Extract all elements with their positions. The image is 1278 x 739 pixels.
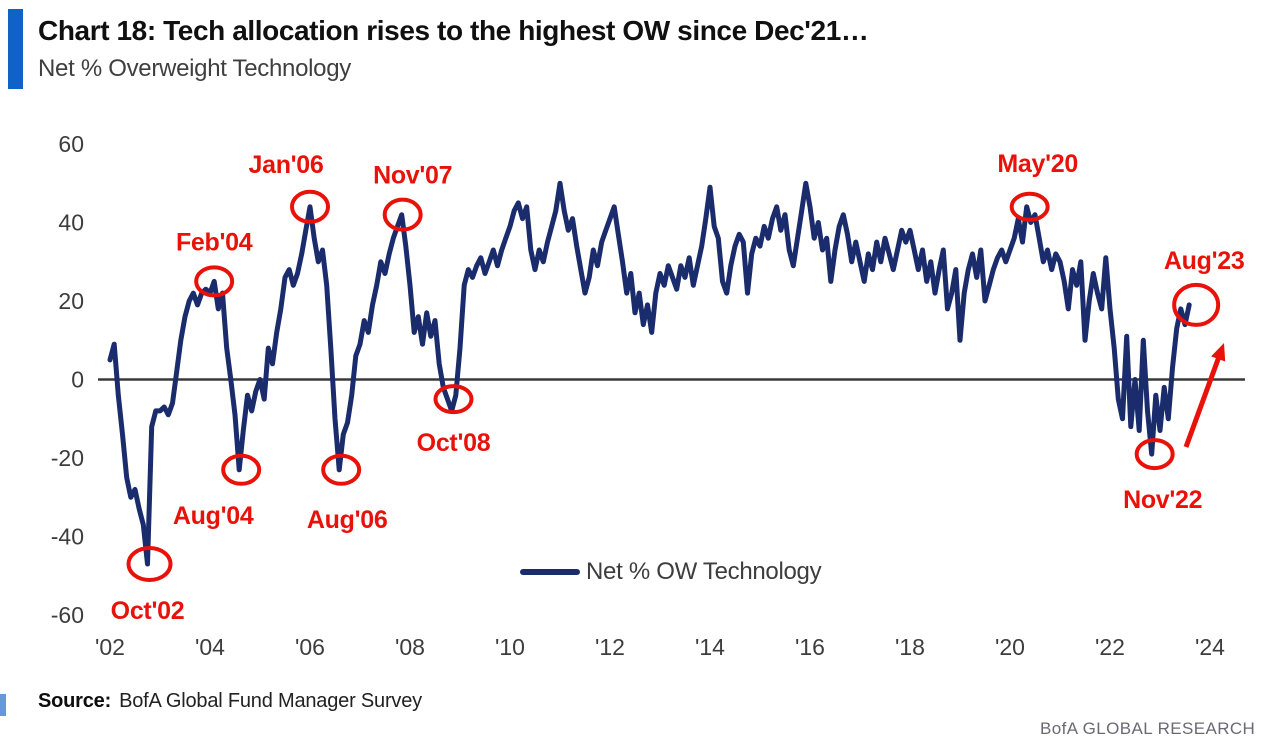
annotation-circle-may20 [1009, 191, 1050, 222]
annotation-label-may20: May'20 [997, 150, 1078, 178]
trend-arrow-shaft [1183, 350, 1224, 448]
annotation-label-feb04: Feb'04 [176, 228, 253, 256]
source-text: BofA Global Fund Manager Survey [119, 690, 422, 712]
annotation-circle-jan06 [290, 189, 330, 224]
x-tick-label: '12 [595, 634, 625, 660]
annotation-circle-oct02 [126, 545, 173, 582]
annotation-label-aug23: Aug'23 [1164, 247, 1245, 275]
title-accent-bar [8, 9, 23, 89]
annotation-circle-oct08 [433, 384, 474, 415]
annotation-label-aug06: Aug'06 [307, 506, 388, 534]
y-tick-label: -40 [51, 524, 84, 550]
annotation-circle-aug06 [321, 453, 362, 486]
ow-technology-line [107, 180, 1192, 567]
y-tick-label: 0 [71, 367, 84, 393]
x-tick-label: '02 [95, 634, 125, 660]
source-label: Source: [38, 690, 112, 712]
x-tick-label: '04 [195, 634, 225, 660]
x-tick-label: '18 [895, 634, 925, 660]
annotation-circle-feb04 [194, 265, 235, 298]
x-tick-label: '22 [1095, 634, 1125, 660]
annotation-label-oct02: Oct'02 [111, 597, 185, 625]
bofa-global-research-watermark: BofA GLOBAL RESEARCH [1040, 719, 1256, 738]
x-tick-label: '24 [1195, 634, 1225, 660]
x-tick-label: '14 [695, 634, 725, 660]
x-tick-label: '16 [795, 634, 825, 660]
x-tick-label: '20 [995, 634, 1025, 660]
annotation-label-aug04: Aug'04 [173, 502, 254, 530]
y-tick-label: 60 [58, 131, 84, 157]
legend-line-swatch [520, 569, 580, 575]
x-tick-label: '06 [295, 634, 325, 660]
legend-label: Net % OW Technology [586, 558, 822, 585]
legend: Net % OW Technology [520, 557, 822, 587]
chart-title: Chart 18: Tech allocation rises to the h… [38, 15, 869, 46]
annotation-label-oct08: Oct'08 [417, 429, 491, 457]
y-tick-label: 20 [58, 288, 84, 314]
annotation-circle-aug23 [1172, 282, 1221, 327]
annotation-circle-nov22 [1134, 438, 1175, 471]
chart-subtitle: Net % Overweight Technology [38, 55, 351, 82]
x-tick-label: '08 [395, 634, 425, 660]
y-tick-label: -20 [51, 445, 84, 471]
y-tick-label: 40 [58, 210, 84, 236]
trend-arrow-head [1211, 343, 1226, 362]
source-row: Source: BofA Global Fund Manager Survey [38, 690, 422, 713]
y-tick-label: -60 [51, 602, 84, 628]
annotation-label-nov22: Nov'22 [1123, 486, 1202, 514]
annotation-label-nov07: Nov'07 [373, 162, 452, 190]
x-tick-label: '10 [495, 634, 525, 660]
page-edge-accent [0, 694, 6, 716]
annotation-circle-aug04 [221, 453, 262, 486]
annotation-circle-nov07 [382, 197, 423, 232]
annotation-label-jan06: Jan'06 [248, 151, 323, 179]
